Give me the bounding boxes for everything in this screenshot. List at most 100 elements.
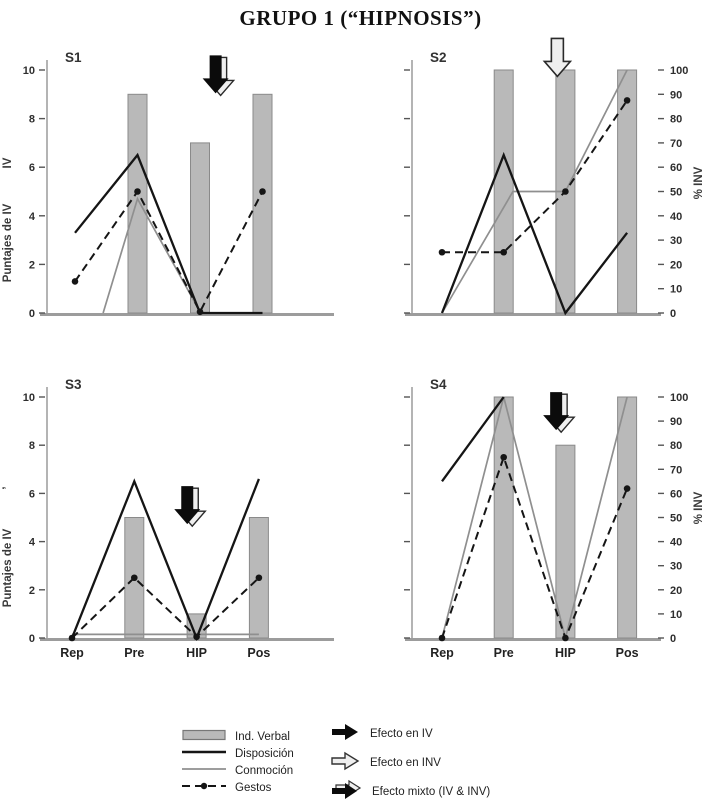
right-axis-title: % INV [693, 166, 705, 199]
right-tick-label: 50 [670, 513, 682, 525]
subplot-s4: 0 10 20 30 40 50 60 70 80 90 100 % INV S4 Rep Pre HIP Po… [404, 377, 705, 660]
right-tick-label: 100 [670, 392, 688, 404]
mixed-effect-arrow-icon [202, 55, 229, 94]
y-tick-label: 4 [29, 537, 36, 549]
subplot-s1: 0 2 4 6 8 10 Puntajes de IV IV S1 [2, 50, 334, 320]
y-tick-label: 4 [29, 211, 36, 223]
right-tick-label: 100 [670, 65, 688, 77]
legend-label: Disposición [235, 748, 294, 760]
right-tick-label: 10 [670, 284, 682, 296]
black-line-swatch-icon [182, 745, 226, 763]
gestos-marker [500, 453, 507, 461]
gestos-marker [438, 634, 446, 642]
subplot-s3: 0 2 4 6 8 10 Puntajes de IV ʼ S3 Rep Pre HIP Pos [2, 377, 334, 660]
right-tick-label: 80 [670, 440, 682, 452]
gestos-marker [134, 188, 141, 195]
right-tick-label: 10 [670, 609, 682, 621]
gestos-marker [500, 248, 507, 256]
mixed-effect-arrow-icon [543, 392, 570, 431]
y-tick-label: 2 [29, 259, 35, 271]
right-tick-label: 60 [670, 488, 682, 500]
subplot-label: S1 [65, 50, 82, 65]
bar-swatch-icon [182, 728, 226, 746]
line-disposicion [74, 152, 263, 315]
y-tick-label: 0 [29, 308, 35, 320]
gestos-marker [68, 634, 76, 642]
right-tick-label: 90 [670, 416, 682, 428]
legend-effects-column: Efecto en IV Efecto en INV Efecto mixto … [330, 722, 490, 804]
figure-title: GRUPO 1 (“HIPNOSIS”) [239, 6, 482, 30]
right-tick-label: 70 [670, 464, 682, 476]
legend-item-efecto-mixto: Efecto mixto (IV & INV) [330, 779, 490, 804]
subplot-label: S4 [430, 377, 447, 392]
right-tick-label: 0 [670, 633, 676, 645]
gray-line-swatch-icon [182, 762, 226, 780]
left-axis-title: Puntajes de IV [2, 203, 14, 282]
right-tick-label: 40 [670, 211, 682, 223]
bar-ind-verbal [493, 69, 514, 314]
line-gestos [71, 576, 260, 639]
bar-ind-verbal [617, 69, 638, 314]
line-gestos [441, 454, 629, 641]
line-disposicion [440, 151, 629, 316]
y-tick-label: 8 [29, 114, 35, 126]
mixed-effect-arrow-icon [174, 486, 201, 525]
subplot-s2: 0 10 20 30 40 50 60 70 80 90 100 % INV S2 [404, 37, 705, 320]
right-tick-label: 40 [670, 537, 682, 549]
x-category-label: HIP [555, 646, 576, 660]
legend-label: Gestos [235, 782, 272, 794]
y-tick-label: 2 [29, 585, 35, 597]
left-axis-title-extra: IV [2, 157, 14, 168]
subplot-label: S2 [430, 50, 447, 65]
legend-item-efecto-inv: Efecto en INV [330, 751, 490, 776]
x-category-label: Pre [494, 646, 514, 660]
bar-ind-verbal [617, 396, 638, 639]
subplot-label: S3 [65, 377, 82, 392]
legend-item-gestos: Gestos [182, 781, 294, 795]
dashed-dot-line-swatch-icon [182, 779, 226, 797]
gestos-marker [131, 574, 138, 582]
y-tick-label: 6 [29, 488, 35, 500]
gestos-marker [255, 574, 263, 582]
x-category-label: Rep [430, 646, 454, 660]
y-tick-label: 10 [23, 65, 35, 77]
gestos-marker [71, 278, 79, 285]
legend-label: Ind. Verbal [235, 731, 290, 743]
mixed-arrow-right-icon [330, 779, 362, 804]
x-category-label: Pos [616, 646, 639, 660]
left-axis-title-extra: ʼ [2, 486, 14, 489]
legend-item-ind-verbal: Ind. Verbal [182, 728, 294, 746]
right-tick-label: 20 [670, 585, 682, 597]
bar-ind-verbal [493, 396, 514, 639]
white-arrow-right-icon [330, 751, 360, 776]
line-disposicion [70, 478, 260, 642]
right-tick-label: 70 [670, 138, 682, 150]
black-arrow-right-icon [330, 722, 360, 747]
gestos-marker [196, 308, 204, 316]
line-conmocion [102, 196, 201, 314]
y-tick-label: 0 [29, 633, 35, 645]
line-disposicion [441, 396, 505, 483]
x-category-label: Pos [247, 646, 270, 660]
line-gestos [74, 189, 264, 314]
line-gestos [442, 99, 628, 254]
legend-item-disposicion: Disposición [182, 747, 294, 761]
x-category-label: HIP [186, 646, 207, 660]
left-axis-title: Puntajes de IV [2, 528, 14, 607]
legend: Ind. Verbal Disposición Conmoción Gestos [182, 722, 582, 804]
legend-series-column: Ind. Verbal Disposición Conmoción Gestos [182, 728, 294, 795]
right-tick-label: 30 [670, 235, 682, 247]
bar-ind-verbal [190, 142, 210, 314]
gestos-marker [562, 634, 569, 642]
right-tick-label: 0 [670, 308, 676, 320]
line-conmocion [441, 69, 628, 314]
gestos-marker [259, 188, 266, 195]
legend-label: Efecto en INV [370, 757, 441, 769]
inv-effect-arrow-icon [542, 37, 573, 78]
y-tick-label: 6 [29, 162, 35, 174]
right-axis-title: % INV [693, 491, 705, 524]
gestos-marker [562, 188, 569, 195]
y-tick-label: 10 [23, 392, 35, 404]
legend-item-efecto-iv: Efecto en IV [330, 722, 490, 747]
